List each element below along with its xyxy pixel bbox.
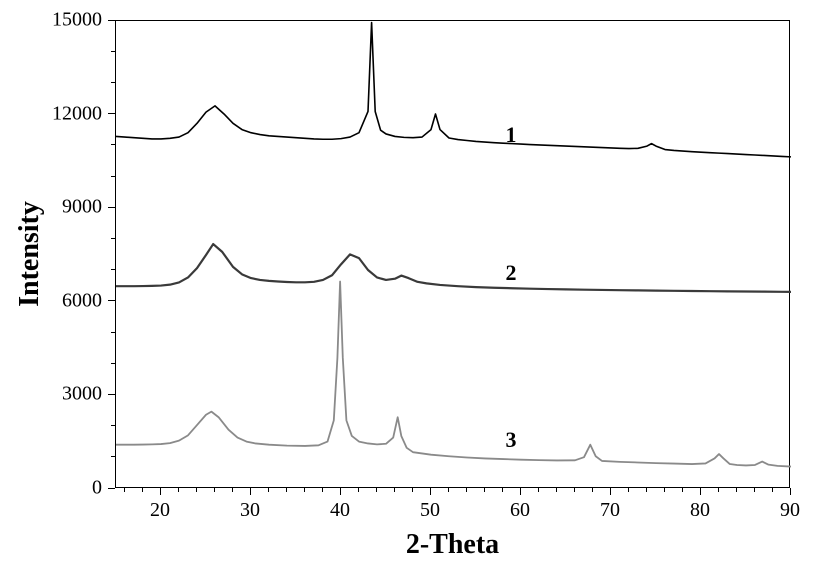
x-tick-minor xyxy=(682,488,683,492)
y-tick-minor xyxy=(111,144,115,145)
y-tick-minor xyxy=(111,363,115,364)
series-line-1 xyxy=(116,23,791,157)
x-tick-minor xyxy=(304,488,305,492)
x-tick-label: 60 xyxy=(510,499,530,522)
y-tick-label: 9000 xyxy=(62,196,102,219)
x-tick-minor xyxy=(628,488,629,492)
x-tick-minor xyxy=(466,488,467,492)
x-tick-minor xyxy=(358,488,359,492)
x-tick-minor xyxy=(772,488,773,492)
x-tick-minor xyxy=(592,488,593,492)
x-tick-major xyxy=(430,488,431,495)
y-tick-major xyxy=(108,113,115,114)
x-tick-major xyxy=(790,488,791,495)
x-tick-minor xyxy=(736,488,737,492)
y-tick-minor xyxy=(111,269,115,270)
x-tick-minor xyxy=(718,488,719,492)
x-tick-minor xyxy=(646,488,647,492)
x-tick-major xyxy=(340,488,341,495)
xrd-chart: 2-Theta Intensity 1 2 3 20 30 40 50 60 70 80 90 0 30… xyxy=(0,0,825,584)
x-tick-minor xyxy=(142,488,143,492)
x-tick-label: 50 xyxy=(420,499,440,522)
x-tick-label: 90 xyxy=(780,499,800,522)
x-tick-minor xyxy=(448,488,449,492)
y-tick-minor xyxy=(111,456,115,457)
x-tick-label: 40 xyxy=(330,499,350,522)
x-tick-minor xyxy=(754,488,755,492)
y-tick-label: 12000 xyxy=(52,102,102,125)
x-tick-major xyxy=(610,488,611,495)
y-tick-minor xyxy=(111,82,115,83)
x-tick-minor xyxy=(232,488,233,492)
x-tick-minor xyxy=(124,488,125,492)
plot-area xyxy=(115,20,790,488)
x-tick-minor xyxy=(574,488,575,492)
y-tick-major xyxy=(108,488,115,489)
y-tick-label: 0 xyxy=(92,477,102,500)
x-tick-label: 20 xyxy=(150,499,170,522)
series-label-1: 1 xyxy=(506,122,517,148)
y-tick-major xyxy=(108,394,115,395)
x-tick-label: 70 xyxy=(600,499,620,522)
x-tick-minor xyxy=(556,488,557,492)
y-tick-label: 15000 xyxy=(52,9,102,32)
x-tick-minor xyxy=(412,488,413,492)
x-tick-minor xyxy=(664,488,665,492)
y-tick-minor xyxy=(111,51,115,52)
series-svg xyxy=(116,21,791,489)
x-tick-minor xyxy=(178,488,179,492)
x-tick-minor xyxy=(502,488,503,492)
x-tick-minor xyxy=(376,488,377,492)
x-tick-minor xyxy=(268,488,269,492)
y-tick-major xyxy=(108,207,115,208)
x-tick-major xyxy=(520,488,521,495)
x-tick-minor xyxy=(214,488,215,492)
y-tick-label: 3000 xyxy=(62,383,102,406)
y-tick-minor xyxy=(111,238,115,239)
series-label-3: 3 xyxy=(506,427,517,453)
y-tick-label: 6000 xyxy=(62,289,102,312)
x-tick-label: 80 xyxy=(690,499,710,522)
x-tick-minor xyxy=(484,488,485,492)
x-tick-label: 30 xyxy=(240,499,260,522)
x-tick-major xyxy=(250,488,251,495)
y-tick-major xyxy=(108,20,115,21)
y-axis-label: Intensity xyxy=(14,201,46,307)
y-tick-major xyxy=(108,300,115,301)
x-tick-minor xyxy=(286,488,287,492)
x-axis-label: 2-Theta xyxy=(406,529,499,561)
series-line-3 xyxy=(116,282,791,467)
y-tick-minor xyxy=(111,332,115,333)
x-tick-minor xyxy=(322,488,323,492)
x-tick-minor xyxy=(538,488,539,492)
x-tick-minor xyxy=(196,488,197,492)
x-tick-major xyxy=(160,488,161,495)
x-tick-major xyxy=(700,488,701,495)
y-tick-minor xyxy=(111,176,115,177)
x-tick-minor xyxy=(394,488,395,492)
y-tick-minor xyxy=(111,425,115,426)
series-line-2 xyxy=(116,244,791,292)
series-label-2: 2 xyxy=(506,260,517,286)
